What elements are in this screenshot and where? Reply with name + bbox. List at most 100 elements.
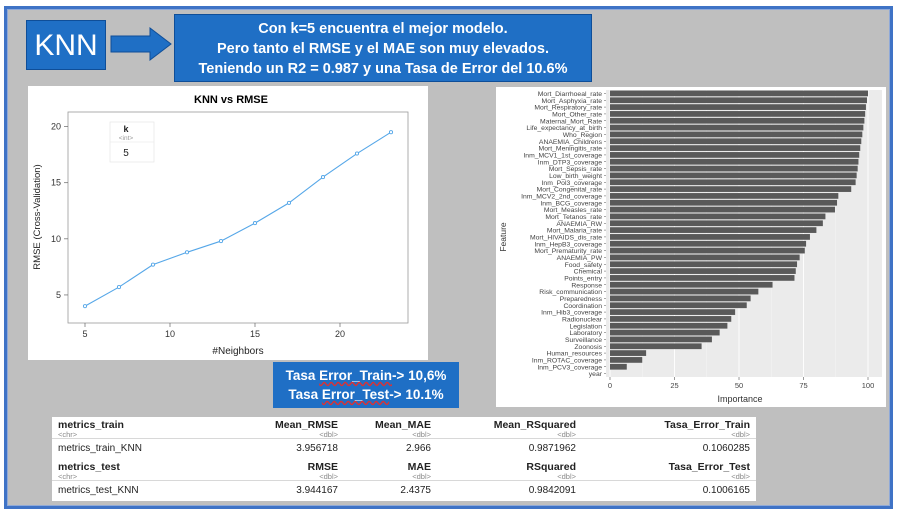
importance-bar (610, 350, 647, 356)
type-cell: <dbl> (412, 472, 431, 481)
feature-label: Inm_HepB3_coverage (534, 241, 602, 248)
header-cell: Tasa_Error_Test (668, 461, 750, 473)
importance-bar (610, 281, 773, 288)
header-cell: Mean_RSquared (493, 419, 576, 431)
feature-label: Food_safety (565, 262, 603, 269)
x-tick-label: 20 (335, 329, 345, 339)
importance-bar (610, 234, 810, 240)
feature-label: Low_birth_weight (549, 173, 602, 180)
importance-bar (610, 199, 838, 206)
header-cell: Tasa_Error_Train (664, 419, 750, 431)
feature-label: Mort_Diarrhoeal_rate (538, 91, 602, 98)
feature-label: Inm_DTP3_coverage (538, 159, 602, 166)
x-tick-label: 15 (250, 329, 260, 339)
headline-line-3: Teniendo un R2 = 0.987 y una Tasa de Err… (198, 61, 568, 77)
rmse-point (286, 200, 292, 205)
header-cell: metrics_test (58, 461, 120, 473)
header-cell: RSquared (526, 461, 576, 473)
type-cell: <dbl> (557, 430, 576, 439)
plot-area (67, 111, 409, 324)
importance-bar (610, 254, 800, 261)
feature-label: Points_entry (564, 276, 602, 283)
importance-bar (610, 90, 868, 97)
type-cell: <dbl> (731, 430, 750, 439)
importance-bar (610, 363, 627, 370)
feature-label: Inm_Hib3_coverage (541, 310, 602, 317)
x-tick-label: 100 (862, 381, 875, 390)
y-tick-label: 20 (51, 122, 61, 132)
train-error-line: Tasa Error_Train-> 10,6% (285, 368, 447, 383)
chart-title: KNN vs RMSE (194, 94, 268, 106)
type-cell: <dbl> (557, 472, 576, 481)
type-cell: <dbl> (319, 430, 338, 439)
importance-bar (610, 268, 796, 274)
feature-label: Legislation (570, 323, 603, 330)
right-arrow-icon (110, 27, 172, 61)
headline-box: Con k=5 encuentra el mejor modelo. Pero … (174, 14, 592, 82)
feature-label: Mort_Asphyxia_rate (542, 98, 603, 105)
rmse-point (388, 130, 394, 135)
table-cell: 2.4375 (400, 485, 431, 496)
knn-rmse-chart-panel: KNN vs RMSE 5 10 15 20 5 10 15 20 #Neighbors RM… (28, 86, 428, 360)
importance-bar (610, 213, 826, 220)
table-cell: 3.944167 (296, 485, 338, 496)
y-axis-label: RMSE (Cross-Validation) (32, 164, 43, 269)
error-rate-box: Tasa Error_Train-> 10,6% Tasa Error_Test… (273, 362, 459, 408)
feature-label: Mort_Tetanos_rate (545, 214, 602, 221)
feature-label: Risk_communication (539, 289, 602, 296)
importance-bar (610, 117, 865, 124)
table-row: metrics_train_KNN 3.956718 2.966 0.98719… (52, 440, 756, 461)
x-tick-label: 75 (799, 381, 807, 390)
feature-label: Zoonosis (574, 344, 602, 351)
importance-bar (610, 193, 839, 199)
x-tick-label: 10 (165, 329, 175, 339)
importance-bar (610, 165, 858, 172)
metrics-test-header: metrics_test RMSE MAE RSquared Tasa_Erro… (52, 459, 756, 481)
importance-bar (610, 357, 643, 363)
x-axis-label: #Neighbors (212, 346, 263, 357)
importance-bar (610, 302, 747, 309)
table-cell: 0.1006165 (702, 485, 750, 496)
type-cell: <dbl> (319, 472, 338, 481)
legend-type: <int> (119, 135, 134, 142)
y-tick-label: 10 (51, 234, 61, 244)
k-legend: k <int> 5 (109, 121, 155, 163)
importance-bar (610, 227, 817, 233)
feature-label: Inm_BCG_coverage (540, 200, 602, 207)
feature-label: Response (571, 282, 602, 289)
metrics-train-header: metrics_train Mean_RMSE Mean_MAE Mean_RS… (52, 417, 756, 439)
feature-label: Mort_Meningitis_rate (539, 146, 603, 153)
importance-bar (610, 295, 751, 302)
feature-label: Mort_HIVAIDS_dis_rate (530, 235, 602, 242)
importance-bar (610, 186, 852, 192)
table-row: metrics_test_KNN 3.944167 2.4375 0.98420… (52, 482, 756, 503)
feature-label: Mort_Sepsis_rate (549, 166, 602, 173)
feature-label: Maternal_Mort_Rate (540, 118, 602, 125)
importance-bar (610, 247, 805, 254)
feature-label: Laboratory (570, 330, 603, 337)
importance-bar (610, 288, 759, 295)
rmse-point (184, 250, 190, 255)
legend-value: 5 (123, 148, 129, 159)
feature-label: year (589, 371, 603, 378)
importance-bar (610, 138, 862, 145)
importance-bar (610, 145, 861, 151)
feature-importance-chart-panel: Mort_Diarrhoeal_rate Mort_Asphyxia_rate Mo… (496, 87, 886, 407)
importance-bar (610, 97, 867, 104)
header-cell: RMSE (307, 461, 338, 473)
importance-bar (610, 343, 702, 350)
importance-bar (610, 172, 857, 179)
importance-bar (610, 124, 864, 131)
feature-label: ANAEMIA_RW (556, 221, 602, 228)
table-cell: metrics_train_KNN (58, 443, 142, 454)
rmse-point (150, 262, 156, 267)
headline-line-1: Con k=5 encuentra el mejor modelo. (258, 21, 508, 37)
header-cell: MAE (407, 461, 431, 473)
importance-bar (610, 329, 720, 336)
rmse-point (320, 175, 326, 180)
importance-bar (610, 158, 859, 165)
legend-title: k (123, 124, 129, 134)
table-cell: 0.9842091 (528, 485, 576, 496)
feature-label: Inm_MCV2_2nd_coverage (521, 194, 602, 201)
